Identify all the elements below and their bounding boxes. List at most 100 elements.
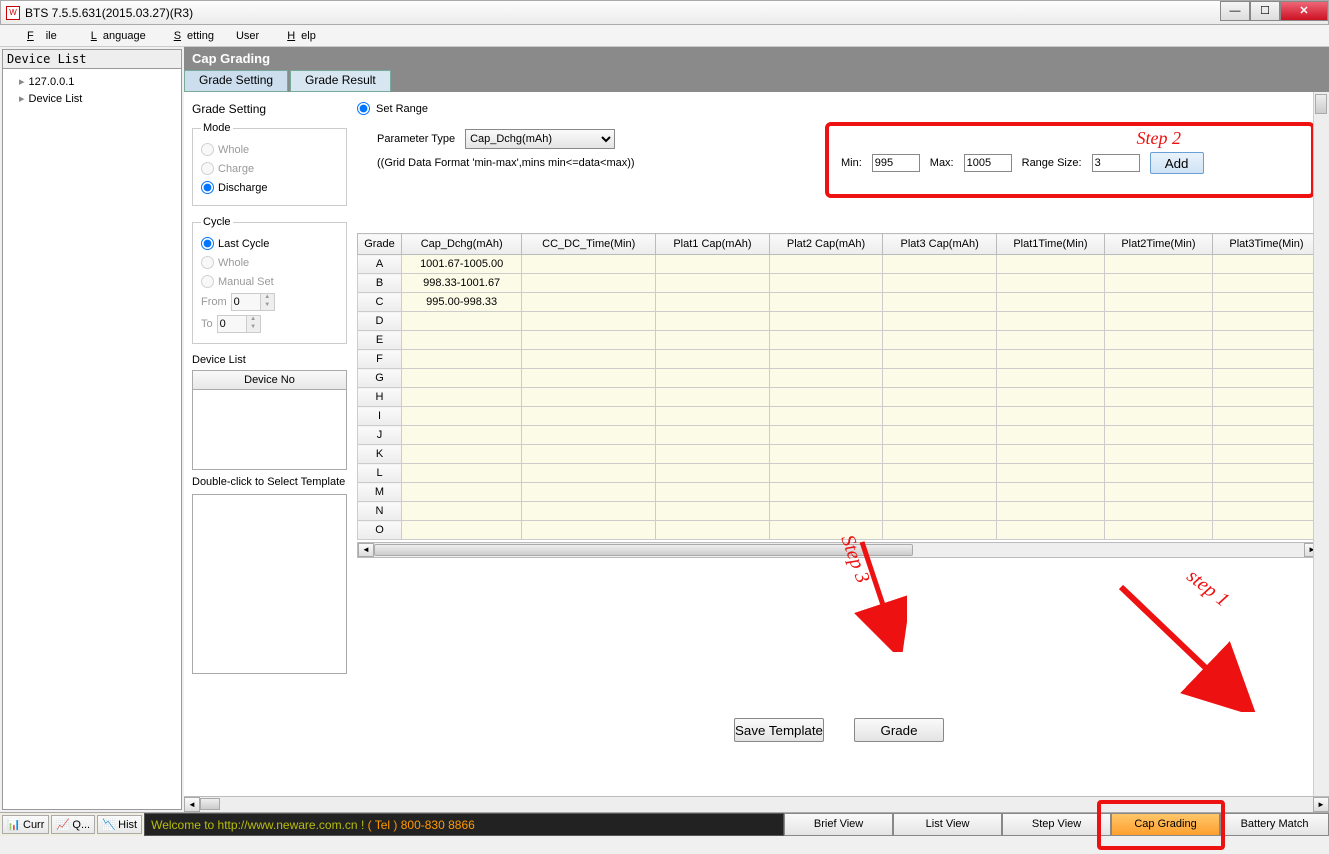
table-row[interactable]: O <box>358 521 1321 540</box>
empty-cell[interactable] <box>1104 312 1212 331</box>
empty-cell[interactable] <box>769 464 883 483</box>
menu-help[interactable]: Help <box>275 28 322 44</box>
grid-header[interactable]: CC_DC_Time(Min) <box>522 234 656 255</box>
empty-cell[interactable] <box>1104 464 1212 483</box>
empty-cell[interactable] <box>1104 369 1212 388</box>
empty-cell[interactable] <box>996 502 1104 521</box>
menu-language[interactable]: Language <box>79 28 152 44</box>
empty-cell[interactable] <box>1212 350 1320 369</box>
value-cell[interactable] <box>402 407 522 426</box>
empty-cell[interactable] <box>656 293 770 312</box>
empty-cell[interactable] <box>883 350 997 369</box>
empty-cell[interactable] <box>883 312 997 331</box>
value-cell[interactable] <box>402 464 522 483</box>
empty-cell[interactable] <box>522 274 656 293</box>
table-row[interactable]: I <box>358 407 1321 426</box>
grade-cell[interactable]: M <box>358 483 402 502</box>
empty-cell[interactable] <box>656 407 770 426</box>
value-cell[interactable]: 995.00-998.33 <box>402 293 522 312</box>
empty-cell[interactable] <box>656 426 770 445</box>
empty-cell[interactable] <box>1212 274 1320 293</box>
empty-cell[interactable] <box>769 502 883 521</box>
value-cell[interactable] <box>402 312 522 331</box>
empty-cell[interactable] <box>656 388 770 407</box>
empty-cell[interactable] <box>656 274 770 293</box>
list-view-button[interactable]: List View <box>893 813 1002 836</box>
table-row[interactable]: K <box>358 445 1321 464</box>
curr-button[interactable]: 📊Curr <box>2 815 49 834</box>
empty-cell[interactable] <box>1104 331 1212 350</box>
menu-file[interactable]: File <box>15 28 69 44</box>
empty-cell[interactable] <box>1212 388 1320 407</box>
grade-cell[interactable]: O <box>358 521 402 540</box>
empty-cell[interactable] <box>522 407 656 426</box>
tab-grade-setting[interactable]: Grade Setting <box>184 70 288 92</box>
empty-cell[interactable] <box>769 445 883 464</box>
grid-header[interactable]: Plat3Time(Min) <box>1212 234 1320 255</box>
grade-cell[interactable]: H <box>358 388 402 407</box>
empty-cell[interactable] <box>996 274 1104 293</box>
hist-button[interactable]: 📉Hist <box>97 815 142 834</box>
empty-cell[interactable] <box>522 445 656 464</box>
empty-cell[interactable] <box>883 388 997 407</box>
empty-cell[interactable] <box>1104 483 1212 502</box>
scroll-thumb[interactable] <box>374 544 913 556</box>
empty-cell[interactable] <box>1212 521 1320 540</box>
grid-header[interactable]: Grade <box>358 234 402 255</box>
device-no-list[interactable] <box>192 390 347 470</box>
grade-cell[interactable]: J <box>358 426 402 445</box>
empty-cell[interactable] <box>522 426 656 445</box>
empty-cell[interactable] <box>656 464 770 483</box>
empty-cell[interactable] <box>522 502 656 521</box>
empty-cell[interactable] <box>522 388 656 407</box>
tree-item[interactable]: ▸127.0.0.1 <box>7 73 177 90</box>
empty-cell[interactable] <box>1104 502 1212 521</box>
mode-charge[interactable]: Charge <box>201 159 338 178</box>
empty-cell[interactable] <box>883 445 997 464</box>
empty-cell[interactable] <box>996 464 1104 483</box>
maximize-button[interactable]: ☐ <box>1250 1 1280 21</box>
grade-cell[interactable]: I <box>358 407 402 426</box>
grid-header[interactable]: Plat1Time(Min) <box>996 234 1104 255</box>
empty-cell[interactable] <box>996 407 1104 426</box>
empty-cell[interactable] <box>996 369 1104 388</box>
empty-cell[interactable] <box>883 255 997 274</box>
empty-cell[interactable] <box>769 312 883 331</box>
minimize-button[interactable]: — <box>1220 1 1250 21</box>
table-row[interactable]: E <box>358 331 1321 350</box>
grade-cell[interactable]: N <box>358 502 402 521</box>
cycle-from-spinner[interactable]: ▲▼ <box>231 293 275 311</box>
empty-cell[interactable] <box>1212 426 1320 445</box>
scroll-left-icon[interactable]: ◄ <box>184 797 200 812</box>
empty-cell[interactable] <box>883 369 997 388</box>
mode-whole[interactable]: Whole <box>201 140 338 159</box>
empty-cell[interactable] <box>522 369 656 388</box>
content-hscrollbar[interactable]: ◄ ► <box>184 796 1329 812</box>
tree-item[interactable]: ▸Device List <box>7 90 177 107</box>
step-view-button[interactable]: Step View <box>1002 813 1111 836</box>
empty-cell[interactable] <box>996 445 1104 464</box>
empty-cell[interactable] <box>769 255 883 274</box>
empty-cell[interactable] <box>883 464 997 483</box>
grade-cell[interactable]: E <box>358 331 402 350</box>
empty-cell[interactable] <box>1104 274 1212 293</box>
table-row[interactable]: L <box>358 464 1321 483</box>
empty-cell[interactable] <box>656 521 770 540</box>
range-size-input[interactable] <box>1092 154 1140 172</box>
table-row[interactable]: A1001.67-1005.00 <box>358 255 1321 274</box>
cycle-whole[interactable]: Whole <box>201 253 338 272</box>
empty-cell[interactable] <box>656 255 770 274</box>
scroll-left-icon[interactable]: ◄ <box>358 543 374 557</box>
scroll-right-icon[interactable]: ► <box>1313 797 1329 812</box>
close-button[interactable]: ✕ <box>1280 1 1328 21</box>
empty-cell[interactable] <box>996 521 1104 540</box>
empty-cell[interactable] <box>1212 255 1320 274</box>
empty-cell[interactable] <box>883 502 997 521</box>
value-cell[interactable] <box>402 483 522 502</box>
empty-cell[interactable] <box>1212 483 1320 502</box>
table-row[interactable]: J <box>358 426 1321 445</box>
value-cell[interactable] <box>402 426 522 445</box>
empty-cell[interactable] <box>1104 350 1212 369</box>
template-list[interactable] <box>192 494 347 674</box>
empty-cell[interactable] <box>1104 255 1212 274</box>
